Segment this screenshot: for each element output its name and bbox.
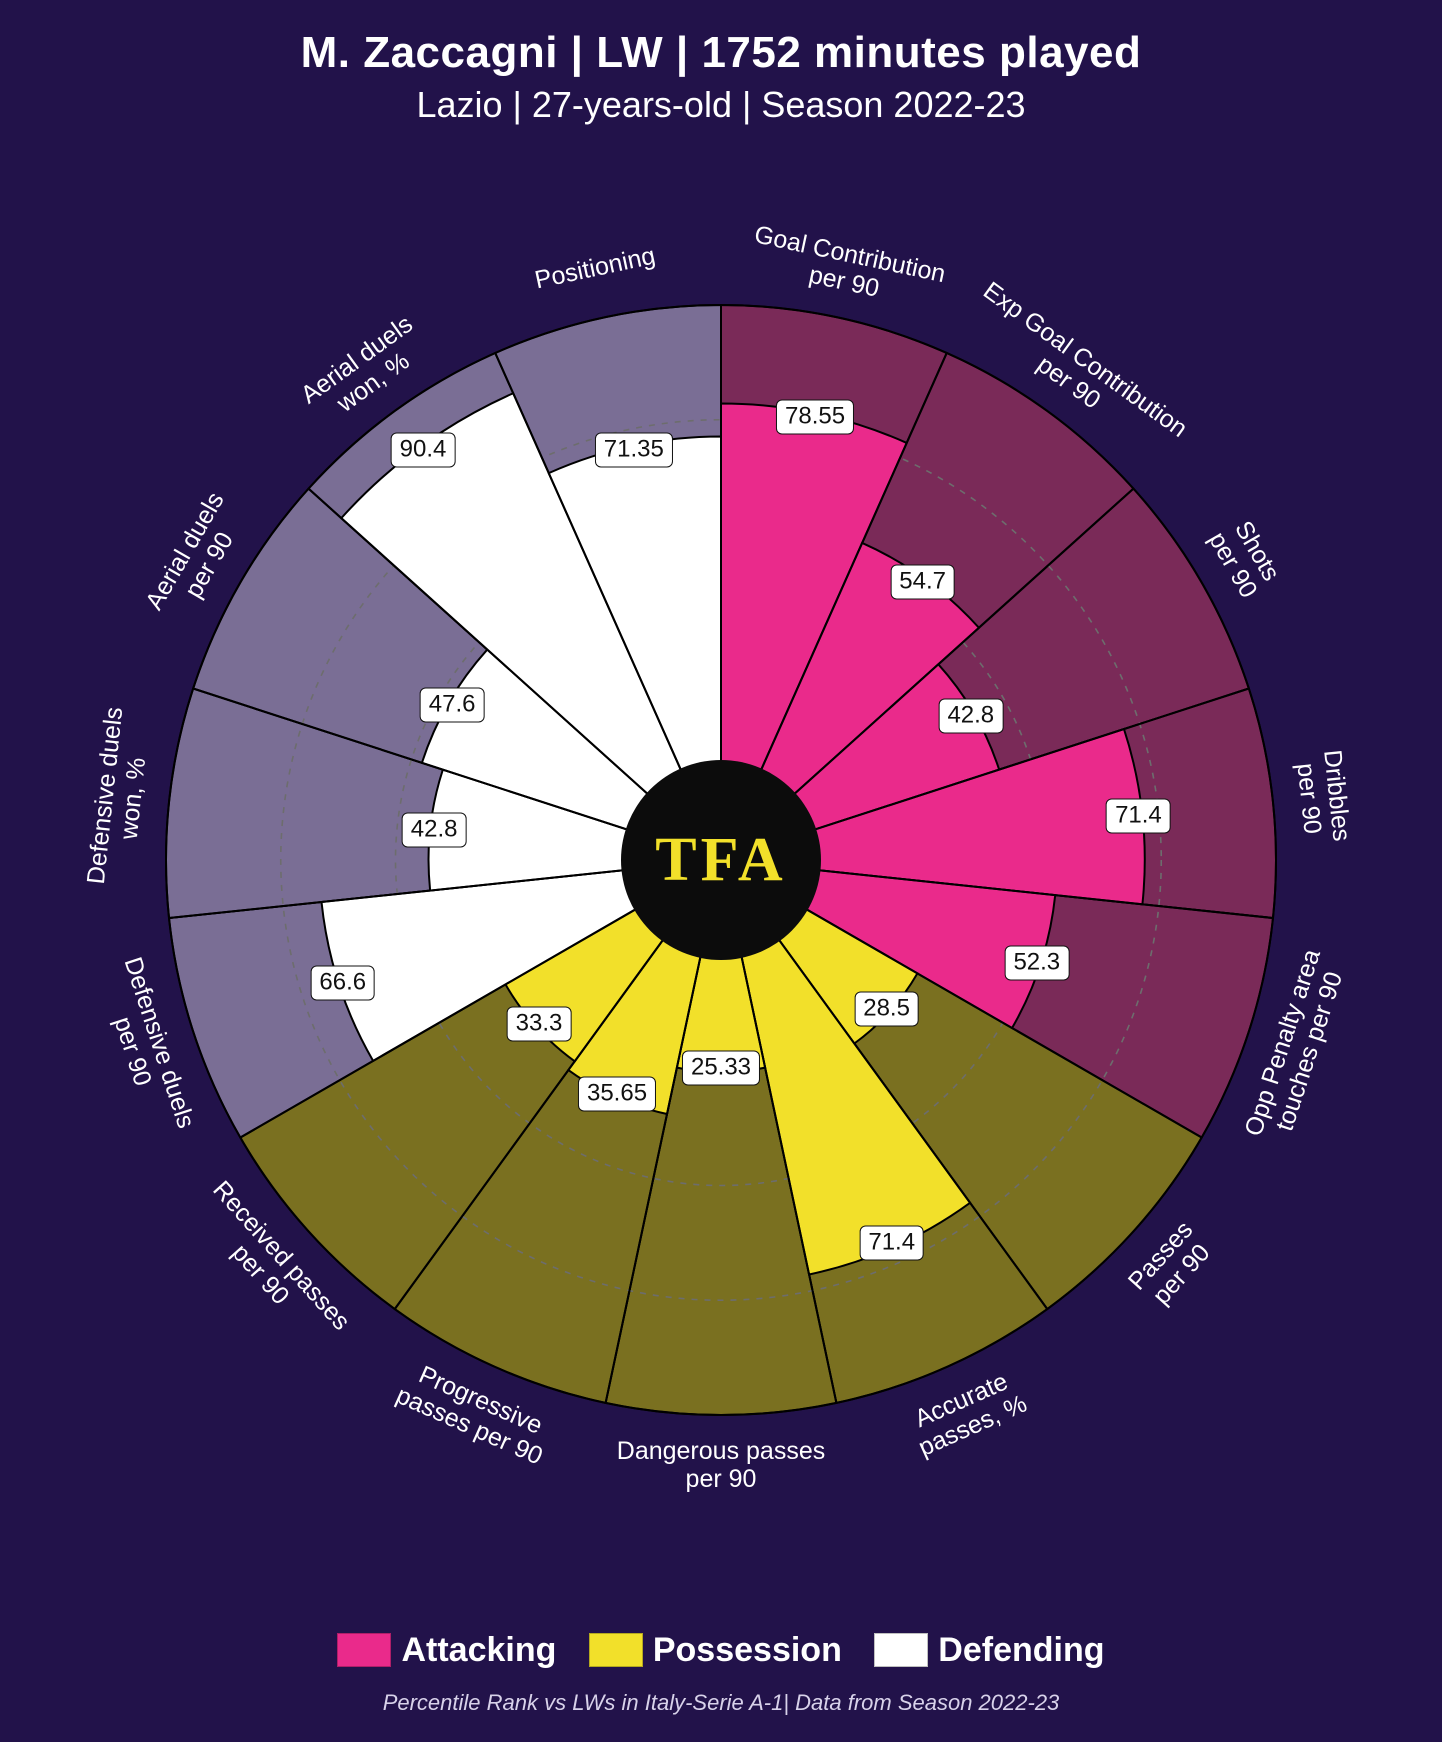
value-label: 47.6: [420, 687, 485, 722]
legend-label: Possession: [653, 1631, 842, 1670]
value-label: 71.4: [859, 1226, 924, 1261]
value-label: 33.3: [507, 1006, 572, 1041]
value-label: 42.8: [938, 698, 1003, 733]
center-badge-text: TFA: [655, 825, 786, 896]
page: M. Zaccagni | LW | 1752 minutes played L…: [0, 0, 1442, 1742]
title-main: M. Zaccagni | LW | 1752 minutes played: [0, 28, 1442, 78]
value-label: 42.8: [402, 812, 467, 847]
legend-swatch-attacking: [337, 1633, 391, 1667]
legend-label: Defending: [938, 1631, 1104, 1670]
value-label: 54.7: [890, 565, 955, 600]
legend-swatch-possession: [589, 1633, 643, 1667]
legend: Attacking Possession Defending: [0, 1631, 1442, 1673]
metric-label: Dangerous passesper 90: [617, 1437, 825, 1493]
legend-item-possession: Possession: [589, 1631, 842, 1670]
value-label: 35.65: [578, 1076, 656, 1111]
value-label: 25.33: [682, 1051, 760, 1086]
value-label: 90.4: [391, 432, 456, 467]
value-label: 78.55: [776, 400, 854, 435]
titles: M. Zaccagni | LW | 1752 minutes played L…: [0, 28, 1442, 126]
legend-item-attacking: Attacking: [337, 1631, 556, 1670]
value-label: 52.3: [1004, 945, 1069, 980]
footnote: Percentile Rank vs LWs in Italy-Serie A-…: [0, 1690, 1442, 1716]
metric-label: Dribblesper 90: [1290, 748, 1355, 845]
legend-label: Attacking: [401, 1631, 556, 1670]
center-badge: TFA: [621, 760, 821, 960]
value-label: 28.5: [854, 992, 919, 1027]
title-sub: Lazio | 27-years-old | Season 2022-23: [0, 84, 1442, 126]
value-label: 71.35: [595, 432, 673, 467]
radar-chart: 78.55Goal Contributionper 9054.7Exp Goal…: [0, 180, 1442, 1540]
legend-swatch-defending: [874, 1633, 928, 1667]
value-label: 71.4: [1106, 799, 1171, 834]
value-label: 66.6: [310, 965, 375, 1000]
legend-item-defending: Defending: [874, 1631, 1104, 1670]
